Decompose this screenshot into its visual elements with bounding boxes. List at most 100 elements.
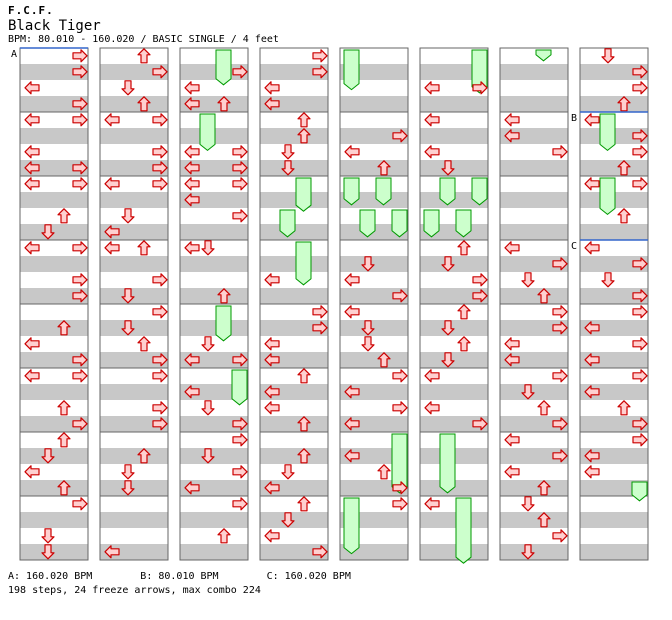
up-arrow-icon: [57, 432, 71, 448]
down-arrow-icon: [441, 320, 455, 336]
left-arrow-icon: [424, 113, 440, 127]
right-arrow-icon: [552, 305, 568, 319]
step-chart: A B C: [11, 47, 649, 564]
beat-stripe: [180, 512, 248, 528]
freeze-arrow: [343, 497, 360, 555]
beat-stripe: [340, 256, 408, 272]
up-arrow-icon: [617, 400, 631, 416]
up-arrow-icon: [457, 336, 471, 352]
down-arrow-icon: [121, 208, 135, 224]
left-arrow-icon: [184, 353, 200, 367]
down-arrow-icon: [281, 160, 295, 176]
beat-stripe: [340, 416, 408, 432]
beat-stripe: [420, 512, 488, 528]
beat-stripe: [180, 384, 248, 400]
left-arrow-icon: [24, 113, 40, 127]
right-arrow-icon: [232, 161, 248, 175]
down-arrow-icon: [601, 272, 615, 288]
beat-stripe: [580, 544, 648, 560]
beat-stripe: [260, 320, 328, 336]
right-arrow-icon: [72, 273, 88, 287]
up-arrow-icon: [457, 240, 471, 256]
right-arrow-icon: [72, 241, 88, 255]
right-arrow-icon: [632, 305, 648, 319]
beat-stripe: [260, 384, 328, 400]
beat-stripe: [500, 512, 568, 528]
beat-stripe: [20, 512, 88, 528]
chart-column: [499, 47, 569, 561]
right-arrow-icon: [152, 65, 168, 79]
left-arrow-icon: [104, 241, 120, 255]
beat-stripe: [340, 160, 408, 176]
beat-stripe: [260, 416, 328, 432]
beat-stripe: [20, 288, 88, 304]
right-arrow-icon: [72, 65, 88, 79]
beat-stripe: [420, 256, 488, 272]
beat-stripe: [100, 160, 168, 176]
beat-stripe: [100, 320, 168, 336]
up-arrow-icon: [617, 160, 631, 176]
up-arrow-icon: [217, 528, 231, 544]
beat-stripe: [500, 64, 568, 80]
down-arrow-icon: [121, 80, 135, 96]
freeze-arrow: [455, 497, 472, 564]
down-arrow-icon: [41, 224, 55, 240]
up-arrow-icon: [377, 160, 391, 176]
down-arrow-icon: [121, 320, 135, 336]
bpm-legend-a: A: 160.020 BPM: [8, 571, 93, 582]
beat-stripe: [340, 320, 408, 336]
beat-stripe: [580, 160, 648, 176]
down-arrow-icon: [41, 528, 55, 544]
right-arrow-icon: [312, 545, 328, 559]
beat-stripe: [100, 480, 168, 496]
left-arrow-icon: [104, 545, 120, 559]
beat-stripe: [580, 320, 648, 336]
beat-stripe: [20, 192, 88, 208]
freeze-arrow: [599, 177, 616, 216]
down-arrow-icon: [441, 160, 455, 176]
beat-stripe: [500, 320, 568, 336]
beat-stripe: [580, 224, 648, 240]
down-arrow-icon: [521, 384, 535, 400]
beat-stripe: [500, 480, 568, 496]
left-arrow-icon: [184, 481, 200, 495]
bpm-marker-label: A: [11, 49, 17, 60]
down-arrow-icon: [201, 448, 215, 464]
left-arrow-icon: [104, 225, 120, 239]
left-arrow-icon: [584, 353, 600, 367]
beat-stripe: [420, 320, 488, 336]
beat-stripe: [180, 192, 248, 208]
beat-stripe: [260, 544, 328, 560]
up-arrow-icon: [217, 288, 231, 304]
left-arrow-icon: [584, 385, 600, 399]
right-arrow-icon: [392, 289, 408, 303]
beat-stripe: [100, 448, 168, 464]
beat-stripe: [580, 512, 648, 528]
up-arrow-icon: [537, 288, 551, 304]
freeze-arrow: [215, 305, 232, 342]
beat-stripe: [580, 480, 648, 496]
beat-stripe: [180, 480, 248, 496]
bpm-legend-b: B: 80.010 BPM: [140, 571, 219, 582]
left-arrow-icon: [24, 81, 40, 95]
right-arrow-icon: [152, 113, 168, 127]
right-arrow-icon: [632, 417, 648, 431]
up-arrow-icon: [297, 368, 311, 384]
right-arrow-icon: [152, 161, 168, 175]
right-arrow-icon: [552, 417, 568, 431]
freeze-arrow: [391, 209, 408, 238]
beat-stripe: [180, 352, 248, 368]
freeze-arrow: [231, 369, 248, 406]
left-arrow-icon: [264, 401, 280, 415]
freeze-arrow: [359, 209, 376, 238]
down-arrow-icon: [521, 272, 535, 288]
left-arrow-icon: [24, 177, 40, 191]
freeze-arrow: [199, 113, 216, 152]
beat-stripe: [260, 448, 328, 464]
up-arrow-icon: [377, 352, 391, 368]
right-arrow-icon: [72, 49, 88, 63]
down-arrow-icon: [601, 48, 615, 64]
freeze-arrow: [391, 433, 408, 494]
bpm-legend-c: C: 160.020 BPM: [266, 571, 351, 582]
beat-stripe: [580, 96, 648, 112]
